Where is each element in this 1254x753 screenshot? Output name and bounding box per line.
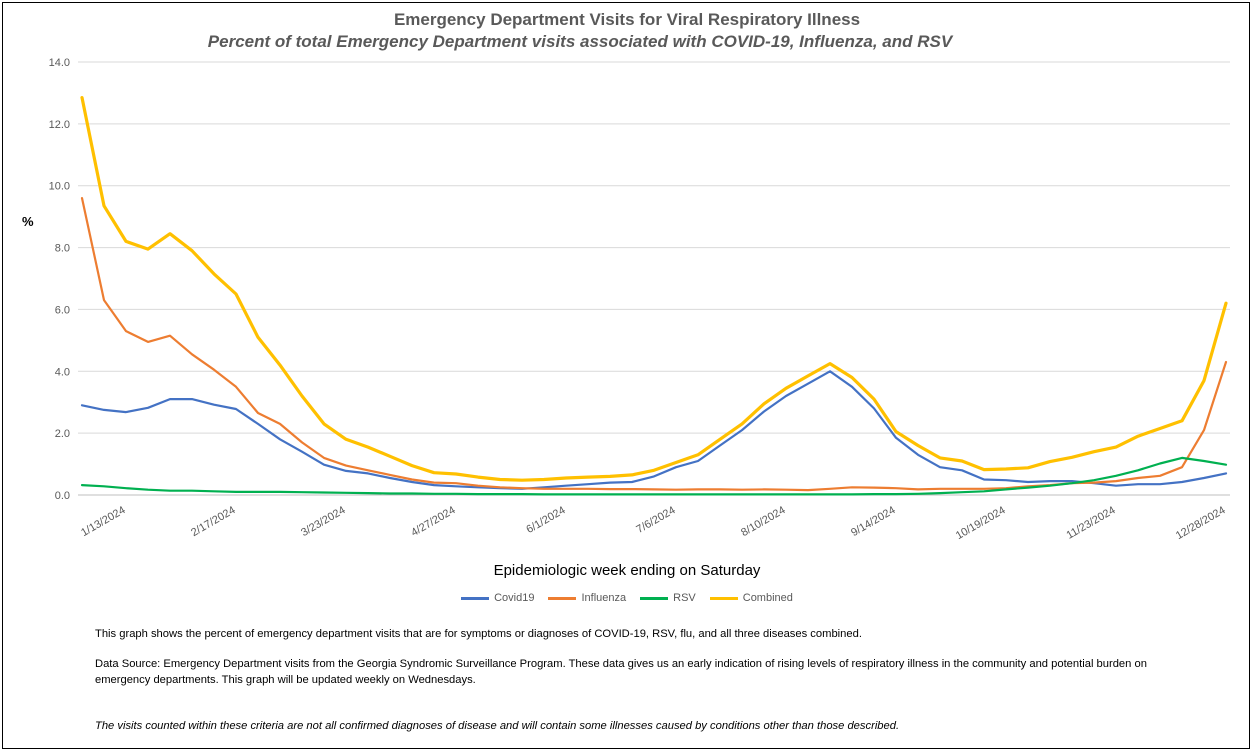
legend-swatch xyxy=(548,596,577,600)
series-line-covid19 xyxy=(80,370,1228,490)
y-tick-label: 10.0 xyxy=(49,181,70,193)
x-tick-label: 1/13/2024 xyxy=(79,504,127,539)
legend-item-combined: Combined xyxy=(709,592,793,604)
x-tick-label: 3/23/2024 xyxy=(299,504,347,539)
y-tick-label: 14.0 xyxy=(49,57,70,69)
y-tick-label: 0.0 xyxy=(55,490,70,502)
y-tick-label: 8.0 xyxy=(55,243,70,255)
y-tick-label: 2.0 xyxy=(55,428,70,440)
x-tick-label: 11/23/2024 xyxy=(1065,504,1118,542)
chart-subtitle: Percent of total Emergency Department vi… xyxy=(207,32,953,51)
legend-item-rsv: RSV xyxy=(640,592,696,604)
note-description: This graph shows the percent of emergenc… xyxy=(95,628,862,640)
series-line-rsv xyxy=(80,456,1228,496)
x-tick-label: 9/14/2024 xyxy=(849,504,897,539)
y-tick-label: 12.0 xyxy=(49,119,70,131)
x-tick-label: 8/10/2024 xyxy=(739,504,787,539)
y-tick-label: 6.0 xyxy=(55,304,70,316)
legend-label: RSV xyxy=(673,592,696,604)
y-tick-label: 4.0 xyxy=(55,366,70,378)
x-tick-label: 7/6/2024 xyxy=(634,504,677,536)
x-tick-label: 4/27/2024 xyxy=(409,504,457,539)
x-axis-label: Epidemiologic week ending on Saturday xyxy=(493,562,761,579)
series-line-influenza xyxy=(80,197,1228,492)
line-chart: 0.0 2.0 4.0 6.0 8.0 10.0 12.0 14.0 1/13/2024 2/17… xyxy=(49,57,1230,542)
x-tick-label: 12/28/2024 xyxy=(1174,504,1228,542)
y-axis-label: % xyxy=(22,214,34,229)
legend-item-influenza: Influenza xyxy=(548,592,626,604)
note-disclaimer: The visits counted within these criteria… xyxy=(95,720,900,732)
legend-label: Covid19 xyxy=(494,592,535,604)
legend-swatch xyxy=(640,596,669,600)
legend: Covid19 Influenza RSV Combined xyxy=(0,592,1254,604)
legend-swatch xyxy=(461,596,490,600)
legend-label: Influenza xyxy=(581,592,627,604)
legend-item-covid19: Covid19 xyxy=(461,592,534,604)
series-line-combined xyxy=(80,95,1228,482)
legend-label: Combined xyxy=(742,592,793,604)
chart-title: Emergency Department Visits for Viral Re… xyxy=(393,10,861,29)
note-data-source: Data Source: Emergency Department visits… xyxy=(95,658,1147,686)
legend-swatch xyxy=(709,596,738,600)
x-tick-label: 10/19/2024 xyxy=(954,504,1008,542)
x-tick-label: 2/17/2024 xyxy=(189,504,237,539)
x-tick-label: 6/1/2024 xyxy=(524,504,567,536)
